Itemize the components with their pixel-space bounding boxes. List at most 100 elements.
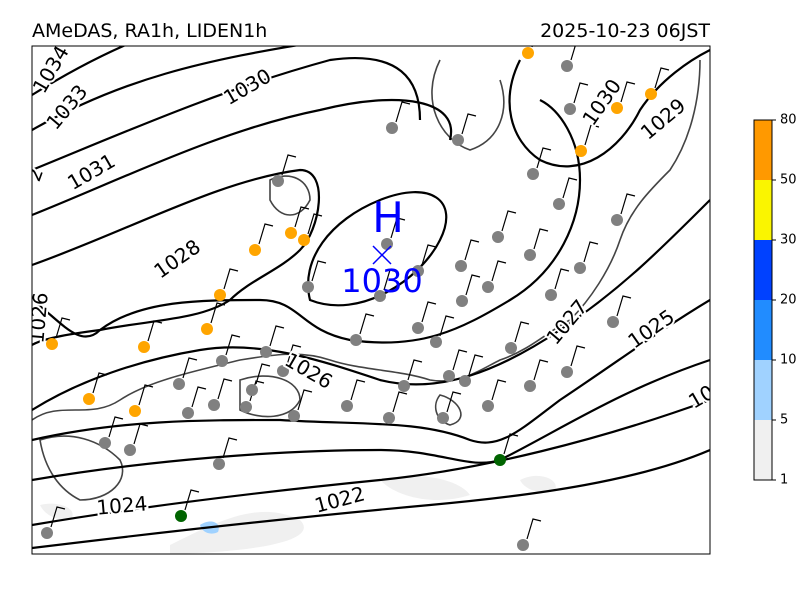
station-dot bbox=[522, 47, 534, 59]
isobar-label: 1026 bbox=[24, 291, 52, 344]
station-dot bbox=[412, 265, 424, 277]
colorbar-segment bbox=[754, 360, 772, 420]
colorbar-segment bbox=[754, 420, 772, 480]
wind-barb bbox=[421, 244, 437, 266]
wind-barb bbox=[526, 518, 542, 540]
station-dot bbox=[138, 341, 150, 353]
wind-barb bbox=[359, 313, 375, 335]
wind-barb bbox=[281, 154, 297, 176]
wind-barb bbox=[307, 213, 323, 235]
station-dot bbox=[505, 342, 517, 354]
wind-barb bbox=[491, 260, 507, 282]
wind-barb bbox=[50, 506, 66, 528]
rain-light bbox=[40, 475, 556, 554]
wind-barb bbox=[616, 295, 632, 317]
station-dot bbox=[285, 227, 297, 239]
wind-barb bbox=[147, 320, 163, 342]
wind-barb bbox=[133, 423, 149, 445]
isobars bbox=[32, 46, 710, 550]
wind-barb bbox=[390, 217, 406, 239]
wind-barb bbox=[222, 437, 238, 459]
wind-barb bbox=[562, 177, 578, 199]
station-dot bbox=[277, 365, 289, 377]
colorbar-segment bbox=[754, 120, 772, 180]
wind-barb bbox=[182, 357, 198, 379]
wind-barb bbox=[407, 359, 423, 381]
wind-barb bbox=[503, 433, 519, 455]
station-dot bbox=[430, 336, 442, 348]
wind-barb bbox=[217, 378, 233, 400]
colorbar-tick-label: 1 bbox=[780, 473, 788, 488]
high-center bbox=[372, 245, 392, 265]
station-dot bbox=[482, 400, 494, 412]
station-dot bbox=[553, 198, 565, 210]
station-dot bbox=[437, 412, 449, 424]
station-dot bbox=[452, 134, 464, 146]
station-dot bbox=[302, 281, 314, 293]
wind-barb bbox=[294, 206, 310, 228]
wind-barb bbox=[108, 416, 124, 438]
colorbar-tick-label: 50 bbox=[780, 173, 797, 188]
station-dot bbox=[350, 334, 362, 346]
station-dot bbox=[459, 375, 471, 387]
wind-barb bbox=[383, 269, 399, 291]
station-dot bbox=[341, 400, 353, 412]
wind-barb bbox=[210, 302, 226, 324]
station-dot bbox=[561, 60, 573, 72]
wind-barb bbox=[554, 268, 570, 290]
wind-barb bbox=[583, 241, 599, 263]
colorbar-tick-label: 30 bbox=[780, 233, 797, 248]
colorbar-tick-label: 20 bbox=[780, 293, 797, 308]
wind-barb bbox=[570, 345, 586, 367]
station-dot bbox=[173, 378, 185, 390]
station-dot bbox=[574, 262, 586, 274]
station-dot bbox=[249, 244, 261, 256]
wind-barb bbox=[570, 46, 576, 61]
wind-barb bbox=[584, 124, 600, 146]
wind-barb bbox=[446, 391, 462, 413]
wind-barb bbox=[138, 384, 154, 406]
station-dot bbox=[216, 355, 228, 367]
station-dot bbox=[208, 399, 220, 411]
wind-barb bbox=[92, 372, 108, 394]
colorbar-tick-label: 10 bbox=[780, 353, 797, 368]
station-dot bbox=[298, 234, 310, 246]
wind-barb bbox=[465, 274, 481, 296]
station-dot bbox=[46, 338, 58, 350]
wind-barb bbox=[533, 359, 549, 381]
wind-barb bbox=[620, 193, 636, 215]
station-dot bbox=[645, 88, 657, 100]
wind-barb bbox=[191, 386, 207, 408]
colorbar-segment bbox=[754, 300, 772, 360]
station-dot bbox=[524, 380, 536, 392]
station-dot bbox=[41, 527, 53, 539]
station-dot bbox=[288, 410, 300, 422]
station-dot bbox=[201, 323, 213, 335]
colorbar-segment bbox=[754, 240, 772, 300]
station-dot bbox=[611, 214, 623, 226]
title-right: 2025-10-23 06JST bbox=[540, 20, 710, 42]
wind-barb bbox=[654, 67, 670, 89]
station-dot bbox=[124, 444, 136, 456]
wind-barb bbox=[491, 379, 507, 401]
wind-barb bbox=[620, 81, 636, 103]
wind-barb bbox=[286, 344, 302, 366]
map-frame bbox=[31, 45, 711, 555]
station-dot bbox=[524, 249, 536, 261]
station-dot bbox=[575, 145, 587, 157]
wind-barb bbox=[514, 321, 530, 343]
station-dot bbox=[456, 295, 468, 307]
wind-barb bbox=[255, 363, 271, 385]
title-left: AMeDAS, RA1h, LIDEN1h bbox=[32, 20, 267, 42]
station-dot bbox=[611, 102, 623, 114]
station-dot bbox=[517, 539, 529, 551]
station-dot bbox=[246, 384, 258, 396]
station-dot bbox=[260, 346, 272, 358]
station-dot bbox=[99, 437, 111, 449]
colorbar-tick-label: 5 bbox=[780, 413, 788, 428]
wind-barb bbox=[439, 315, 455, 337]
wind-barb bbox=[421, 301, 437, 323]
station-dot bbox=[443, 370, 455, 382]
